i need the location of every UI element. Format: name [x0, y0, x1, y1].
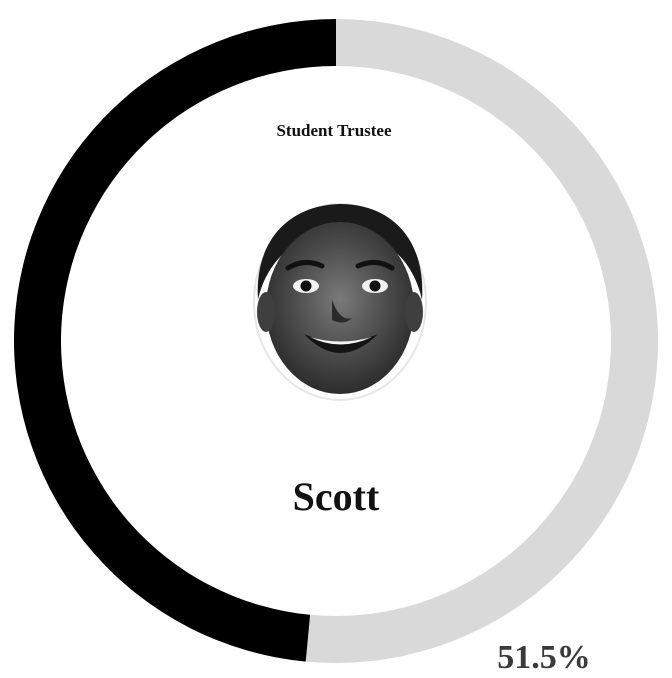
percent-label: 51.5% [497, 639, 591, 673]
slices-layer [14, 19, 659, 664]
chart-title: Student Trustee [276, 121, 392, 140]
person-face-photo [253, 203, 427, 401]
candidate-name: Scott [293, 474, 380, 519]
donut-slice-0 [305, 19, 659, 664]
donut-slice-1 [14, 19, 337, 662]
